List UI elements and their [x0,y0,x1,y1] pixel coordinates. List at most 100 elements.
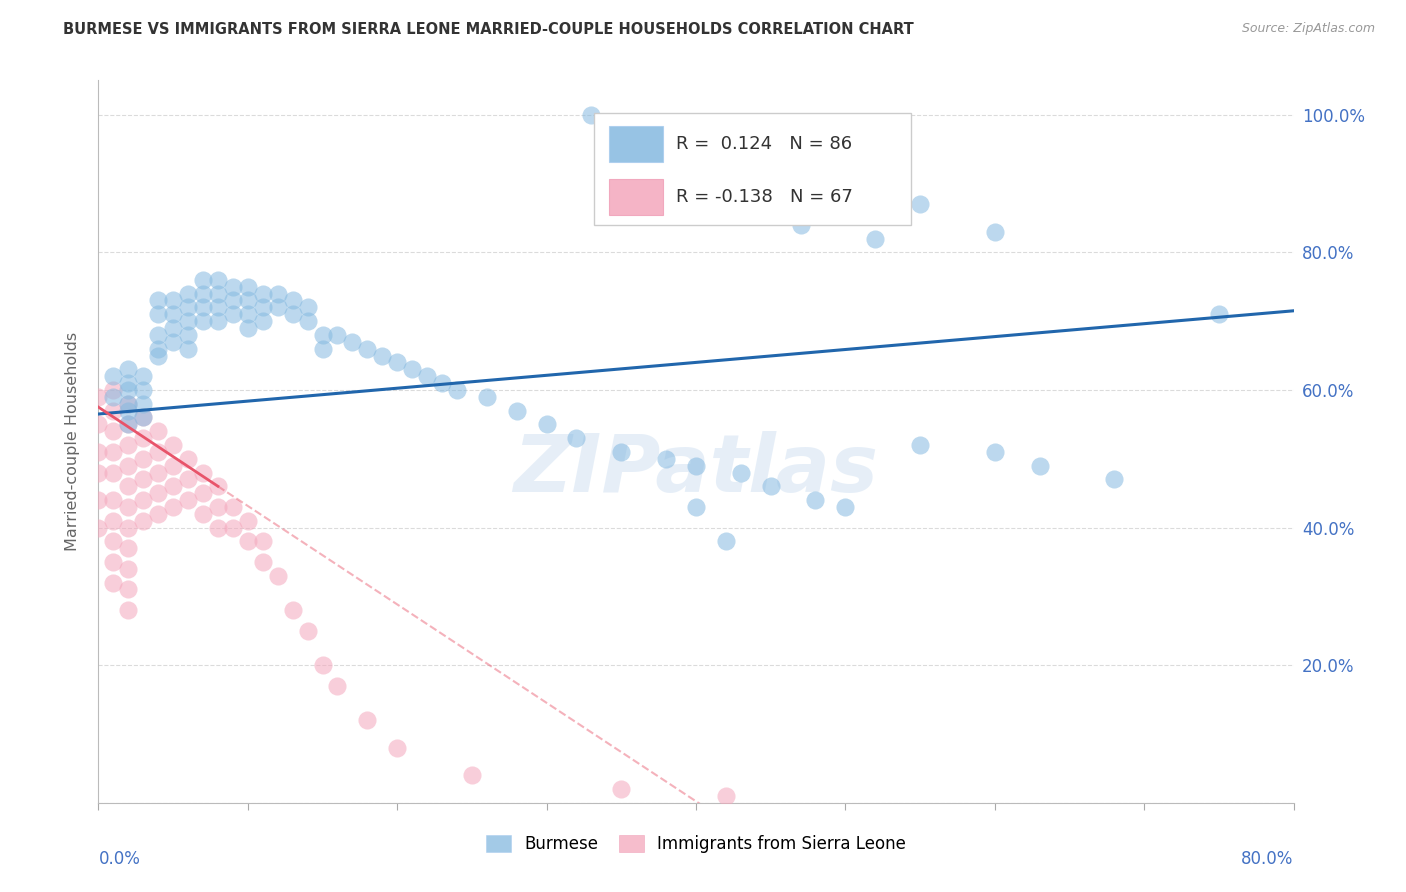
Point [356,342,378,356]
Point [103,369,125,384]
Point [610,135,633,149]
Point [162,334,184,349]
Point [87,417,110,432]
Point [117,376,139,390]
Point [252,555,274,569]
Point [162,307,184,321]
Point [148,486,170,500]
Text: ZIPatlas: ZIPatlas [513,432,879,509]
Point [908,197,931,211]
Point [132,397,155,411]
Point [236,293,259,308]
Point [148,424,170,438]
Point [177,472,200,486]
Point [103,383,125,397]
Point [475,390,498,404]
Point [759,479,782,493]
Point [117,603,139,617]
Point [117,458,139,473]
Point [222,307,245,321]
Point [446,383,468,397]
Point [207,500,229,514]
Point [207,273,229,287]
Point [117,397,139,411]
Point [297,301,319,315]
Point [117,582,139,597]
FancyBboxPatch shape [595,112,911,225]
Text: Source: ZipAtlas.com: Source: ZipAtlas.com [1241,22,1375,36]
Point [908,438,931,452]
Point [385,355,409,369]
Point [132,493,155,508]
Point [311,327,333,342]
Point [117,541,139,556]
Point [87,390,110,404]
Point [103,555,125,569]
Point [191,286,214,301]
Point [117,362,139,376]
Point [177,314,200,328]
Point [207,520,229,534]
Point [326,679,349,693]
Point [177,327,200,342]
FancyBboxPatch shape [609,126,662,162]
Point [132,410,155,425]
Y-axis label: Married-couple Households: Married-couple Households [65,332,80,551]
Point [132,514,155,528]
Point [207,286,229,301]
Point [281,307,304,321]
Point [236,279,259,293]
Text: 80.0%: 80.0% [1241,850,1294,868]
Point [311,658,333,673]
Point [148,307,170,321]
Point [730,466,752,480]
Point [430,376,453,390]
Point [162,500,184,514]
Point [191,273,214,287]
Point [162,321,184,335]
Point [117,403,139,417]
Point [103,575,125,590]
Text: BURMESE VS IMMIGRANTS FROM SIERRA LEONE MARRIED-COUPLE HOUSEHOLDS CORRELATION CH: BURMESE VS IMMIGRANTS FROM SIERRA LEONE … [63,22,914,37]
Legend: Burmese, Immigrants from Sierra Leone: Burmese, Immigrants from Sierra Leone [479,828,912,860]
Point [103,445,125,459]
Point [148,445,170,459]
Point [162,458,184,473]
Point [87,445,110,459]
Point [461,768,484,782]
Point [1104,472,1126,486]
Point [281,603,304,617]
Point [311,342,333,356]
Point [267,568,290,582]
Point [103,424,125,438]
Point [148,327,170,342]
Point [117,417,139,432]
Point [222,293,245,308]
Point [117,562,139,576]
Point [789,218,811,232]
Point [103,493,125,508]
Point [103,466,125,480]
Point [236,321,259,335]
Point [162,293,184,308]
Point [162,479,184,493]
Point [252,314,274,328]
Point [371,349,394,363]
Point [148,507,170,521]
Point [117,438,139,452]
Point [714,534,737,549]
Point [984,225,1007,239]
Point [297,314,319,328]
Point [385,740,409,755]
Point [132,472,155,486]
Point [267,286,290,301]
Point [834,204,856,219]
Point [610,782,633,797]
Point [207,479,229,493]
Point [117,383,139,397]
Point [117,397,139,411]
Point [117,479,139,493]
Point [267,301,290,315]
Point [132,383,155,397]
Point [984,445,1007,459]
